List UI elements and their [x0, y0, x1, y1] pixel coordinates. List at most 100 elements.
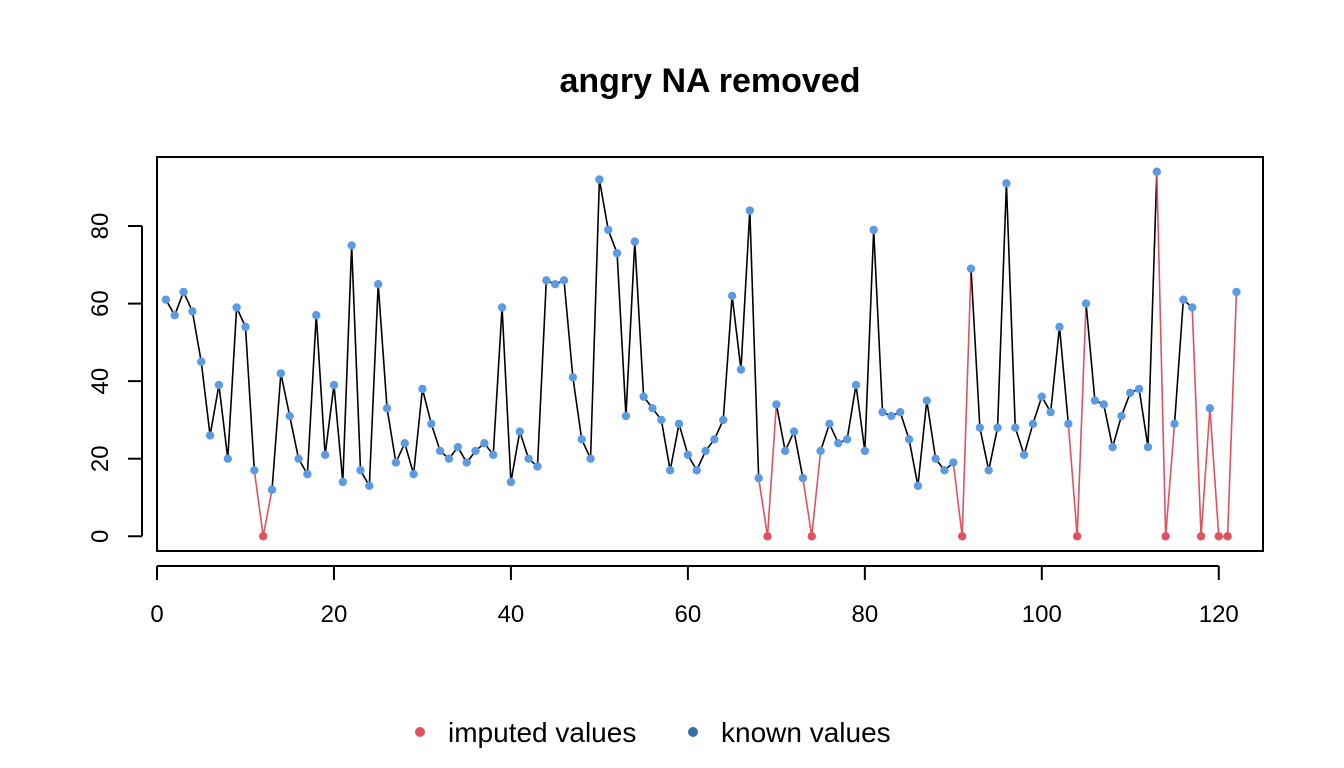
data-point-known	[1134, 384, 1144, 394]
line-segment	[722, 295, 733, 420]
line-segment	[536, 280, 548, 467]
line-segment	[819, 423, 831, 452]
x-tick-label: 100	[1022, 601, 1062, 628]
data-point-known	[993, 423, 1002, 432]
y-tick-label: 80	[87, 213, 114, 240]
data-point-known	[374, 279, 383, 289]
data-point-known	[1099, 400, 1108, 409]
data-point-known	[444, 454, 454, 463]
data-point-known	[781, 446, 790, 456]
data-point-known	[842, 435, 852, 444]
line-segment	[244, 326, 256, 471]
data-point-known	[347, 241, 356, 250]
data-point-known	[382, 404, 392, 413]
data-point-imputed	[807, 532, 816, 541]
data-point-known	[533, 462, 542, 471]
line-segment	[669, 423, 680, 471]
line-segment-imputed	[1156, 171, 1167, 537]
data-point-known	[657, 415, 666, 425]
line-segment-imputed	[1164, 423, 1176, 537]
legend-label-imputed: imputed values	[448, 717, 636, 748]
line-segment	[731, 295, 742, 370]
data-point-known	[232, 303, 241, 312]
x-tick-label: 0	[150, 601, 163, 628]
data-point-known	[506, 477, 516, 487]
line-segment	[1147, 171, 1158, 448]
data-point-known	[984, 466, 993, 475]
line-segment	[970, 268, 981, 428]
line-segment	[925, 400, 937, 459]
data-point-imputed	[1214, 532, 1223, 541]
data-point-known	[241, 322, 250, 332]
data-point-known	[356, 466, 365, 475]
data-point-known	[329, 380, 339, 390]
line-segment	[271, 373, 282, 490]
line-segment	[350, 245, 362, 471]
data-point-known	[719, 415, 728, 425]
data-point-known	[568, 373, 578, 382]
line-segment	[908, 439, 919, 486]
data-point-known	[1028, 419, 1038, 429]
line-segment	[403, 442, 415, 475]
data-point-known	[851, 380, 861, 390]
legend: imputed values known values	[415, 717, 891, 748]
line-segment	[421, 388, 433, 424]
series-lines	[165, 171, 1238, 538]
line-segment-imputed	[1191, 307, 1202, 537]
line-segment	[342, 245, 353, 483]
line-segment	[598, 179, 610, 231]
chart-title: angry NA removed	[559, 62, 860, 100]
data-point-known	[453, 442, 463, 452]
data-point-known	[816, 446, 825, 456]
line-segment	[280, 373, 291, 417]
data-point-known	[1090, 396, 1100, 405]
x-tick-label: 120	[1199, 601, 1239, 628]
data-point-known	[577, 435, 586, 444]
line-segment	[979, 427, 990, 471]
data-point-known	[966, 264, 976, 273]
axes: 0 20 40 60 80 100 120 0 20 40 60 80	[87, 213, 1239, 628]
data-point-known	[913, 481, 923, 491]
line-segment	[386, 408, 397, 463]
data-point-known	[727, 291, 737, 301]
data-point-known	[418, 384, 427, 394]
data-point-known	[701, 446, 710, 456]
legend-marker-imputed	[415, 727, 425, 737]
line-segment	[306, 315, 318, 475]
line-segment	[1058, 326, 1070, 424]
line-segment	[191, 311, 203, 362]
line-segment-imputed	[961, 268, 972, 537]
data-point-known	[975, 423, 985, 432]
series-points	[161, 167, 1241, 541]
data-point-known	[1232, 287, 1241, 297]
line-segment	[616, 253, 627, 417]
line-segment	[864, 229, 875, 451]
data-point-known	[586, 454, 595, 463]
line-segment	[660, 419, 671, 471]
data-point-known	[559, 276, 569, 285]
data-point-known	[276, 369, 286, 378]
data-point-known	[595, 175, 604, 184]
data-point-known	[674, 419, 684, 429]
line-segment	[775, 404, 786, 452]
data-point-known	[630, 237, 639, 246]
line-segment-imputed	[802, 477, 813, 537]
data-point-known	[480, 438, 489, 448]
data-point-known	[542, 276, 551, 285]
data-point-known	[462, 458, 471, 467]
line-segment	[218, 384, 229, 459]
data-point-known	[789, 427, 799, 436]
line-segment-imputed	[1226, 291, 1238, 537]
data-point-known	[1046, 407, 1055, 417]
data-point-imputed	[763, 532, 772, 541]
line-segment-imputed	[1067, 423, 1078, 537]
line-segment	[1023, 423, 1034, 456]
data-point-known	[612, 248, 622, 258]
data-point-imputed	[957, 532, 967, 541]
data-point-known	[214, 380, 224, 390]
line-segment	[1032, 396, 1043, 425]
data-point-known	[1152, 167, 1162, 176]
data-point-known	[904, 435, 914, 444]
line-segment	[872, 229, 884, 413]
